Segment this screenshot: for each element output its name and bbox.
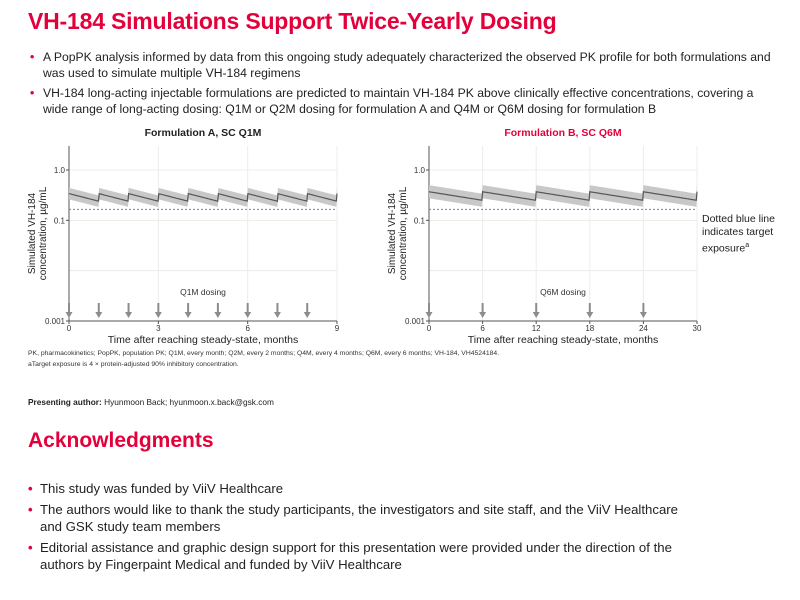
bullet-dot: • — [30, 50, 35, 64]
summary-bullet: • VH-184 long-acting injectable formulati… — [30, 85, 775, 117]
target-exposure-note: Dotted blue line indicates target exposu… — [702, 213, 794, 256]
target-exposure-note-sup: a — [745, 242, 750, 249]
summary-bullet: • A PopPK analysis informed by data from … — [30, 49, 775, 81]
median-concentration-line — [68, 192, 338, 203]
y-tick-label: 1.0 — [414, 166, 426, 175]
dose-arrow-icon — [95, 312, 103, 318]
dose-arrow-icon — [244, 312, 252, 318]
presenting-author-value: Hyunmoon Back; hyunmoon.x.back@gsk.com — [104, 397, 274, 407]
dose-arrow-icon — [425, 312, 433, 318]
x-tick-label: 0 — [67, 324, 72, 333]
ack-bullet: • The authors would like to thank the stu… — [28, 501, 688, 535]
summary-bullet-text: A PopPK analysis informed by data from t… — [43, 50, 771, 80]
y-axis-label: Simulated VH-184concentration, µg/mL — [387, 186, 409, 280]
y-tick-label: 0.1 — [54, 216, 66, 225]
target-footnote: aTarget exposure is 4 × protein-adjusted… — [28, 361, 239, 368]
y-axis-label: Simulated VH-184concentration, µg/mL — [27, 186, 49, 280]
summary-bullets: • A PopPK analysis informed by data from … — [30, 49, 775, 121]
y-tick-label: 0.001 — [45, 317, 66, 326]
dose-arrow-icon — [214, 312, 222, 318]
presenting-author: Presenting author: Hyunmoon Back; hyunmo… — [28, 397, 274, 407]
chart-formulation-a-svg: Formulation A, SC Q1M 0.001 0.1 1.0 0 3 6 9 Time… — [27, 127, 340, 346]
bullet-dot: • — [28, 540, 33, 555]
x-tick-label: 30 — [693, 324, 702, 333]
ack-bullet: • This study was funded by ViiV Healthcar… — [28, 480, 688, 497]
dose-arrow-icon — [184, 312, 192, 318]
x-tick-label: 18 — [585, 324, 594, 333]
chart-formulation-b-svg: Formulation B, SC Q6M 0.001 0.1 1.0 0 6 12 18 24… — [387, 127, 702, 346]
abbreviations-footnote: PK, pharmacokinetics; PopPK, population … — [28, 350, 500, 357]
chart-title: Formulation B, SC Q6M — [504, 127, 622, 139]
ack-bullet: • Editorial assistance and graphic design… — [28, 539, 688, 573]
dose-arrow-icon — [154, 312, 162, 318]
acknowledgments-bullets: • This study was funded by ViiV Healthcar… — [28, 480, 688, 577]
footnotes: PK, pharmacokinetics; PopPK, population … — [28, 348, 788, 370]
dose-arrow-icon — [273, 312, 281, 318]
chart-formulation-b: Formulation B, SC Q6M 0.001 0.1 1.0 0 6 12 18 24… — [364, 126, 724, 346]
dose-arrow-icon — [479, 312, 487, 318]
median-concentration-line — [428, 190, 698, 201]
x-tick-label: 9 — [335, 324, 340, 333]
dose-arrow-icon — [639, 312, 647, 318]
dose-arrow-icon — [125, 312, 133, 318]
summary-bullet-text: VH-184 long-acting injectable formulatio… — [43, 86, 754, 116]
x-tick-label: 0 — [427, 324, 432, 333]
y-tick-label: 0.1 — [414, 216, 426, 225]
x-axis-label: Time after reaching steady-state, months — [468, 334, 658, 346]
bullet-dot: • — [28, 502, 33, 517]
dose-arrow-icon — [532, 312, 540, 318]
ack-bullet-text: The authors would like to thank the stud… — [40, 502, 679, 534]
presenting-author-label: Presenting author: — [28, 397, 102, 407]
x-tick-label: 6 — [480, 324, 485, 333]
y-tick-label: 1.0 — [54, 166, 66, 175]
dosing-label: Q1M dosing — [180, 287, 226, 297]
dosing-label: Q6M dosing — [540, 287, 586, 297]
x-tick-label: 3 — [156, 324, 161, 333]
y-tick-label: 0.001 — [405, 317, 426, 326]
x-tick-label: 24 — [639, 324, 648, 333]
ack-bullet-text: Editorial assistance and graphic design … — [40, 540, 672, 572]
bullet-dot: • — [30, 86, 35, 100]
bullet-dot: • — [28, 481, 33, 496]
dose-arrow-icon — [65, 312, 73, 318]
target-exposure-note-text: Dotted blue line indicates target exposu… — [702, 213, 775, 255]
acknowledgments-title: Acknowledgments — [28, 429, 214, 452]
x-tick-label: 6 — [245, 324, 250, 333]
chart-title: Formulation A, SC Q1M — [145, 127, 262, 139]
x-axis-label: Time after reaching steady-state, months — [108, 334, 298, 346]
ack-bullet-text: This study was funded by ViiV Healthcare — [40, 481, 284, 496]
x-tick-label: 12 — [532, 324, 541, 333]
chart-formulation-a: Formulation A, SC Q1M 0.001 0.1 1.0 0 3 6 9 Time… — [4, 126, 364, 346]
page-title: VH-184 Simulations Support Twice-Yearly … — [28, 8, 557, 34]
dose-arrow-icon — [303, 312, 311, 318]
dose-arrow-icon — [586, 312, 594, 318]
